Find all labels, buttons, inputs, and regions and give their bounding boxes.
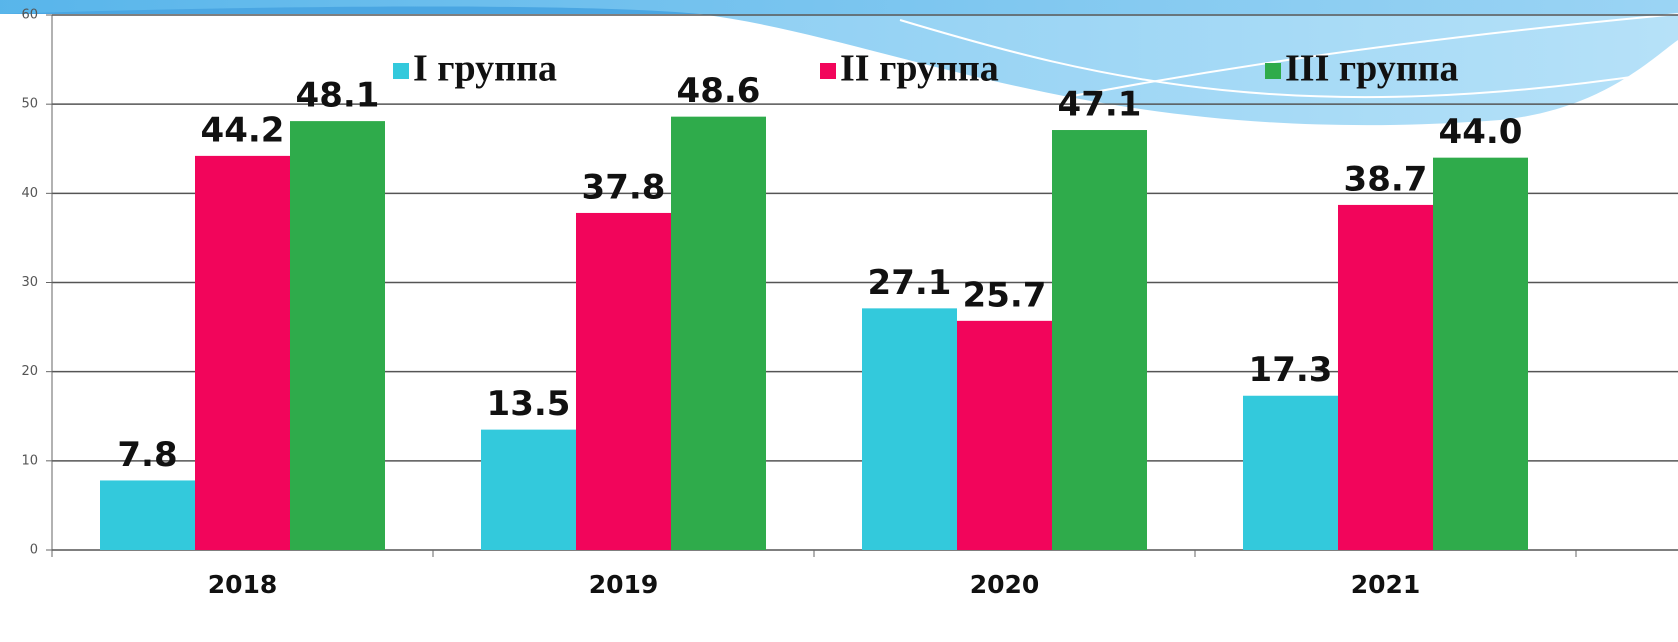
x-tick-label: 2019 [589, 570, 659, 599]
y-tick-label: 0 [30, 543, 38, 558]
legend-marker [1265, 63, 1281, 79]
bar [671, 117, 766, 550]
y-tick-label: 30 [21, 275, 38, 290]
bar [957, 321, 1052, 550]
value-label: 25.7 [963, 275, 1047, 315]
y-tick-label: 50 [21, 97, 38, 112]
value-label: 48.6 [677, 71, 761, 111]
value-label: 48.1 [296, 76, 380, 116]
legend-label: III группа [1285, 48, 1459, 90]
legend-label: II группа [840, 48, 999, 90]
value-label: 44.0 [1439, 112, 1523, 152]
value-label: 37.8 [582, 167, 666, 207]
value-label: 47.1 [1058, 85, 1142, 125]
value-label: 38.7 [1344, 159, 1428, 199]
bar [100, 480, 195, 550]
value-label: 7.8 [117, 435, 177, 475]
bar [290, 121, 385, 550]
x-tick-label: 2018 [208, 570, 278, 599]
bar [1052, 130, 1147, 550]
chart: 0 10 20 30 40 50 60 I группа II группа III группа… [0, 0, 1678, 642]
x-tick-label: 2020 [970, 570, 1040, 599]
legend-label: I группа [413, 48, 557, 90]
legend-marker [393, 63, 409, 79]
bar [1243, 396, 1338, 550]
bar [195, 156, 290, 550]
y-tick-label: 60 [21, 8, 38, 23]
y-tick-label: 20 [21, 364, 38, 379]
x-tick-label: 2021 [1351, 570, 1421, 599]
value-label: 17.3 [1249, 350, 1333, 390]
bar [1433, 158, 1528, 550]
bar [1338, 205, 1433, 550]
value-label: 44.2 [201, 110, 285, 150]
bar [862, 308, 957, 550]
y-tick-label: 10 [21, 453, 38, 468]
value-label: 13.5 [487, 384, 571, 424]
y-tick-label: 40 [21, 186, 38, 201]
value-label: 27.1 [868, 263, 952, 303]
bar [576, 213, 671, 550]
bar [481, 430, 576, 550]
legend-marker [820, 63, 836, 79]
